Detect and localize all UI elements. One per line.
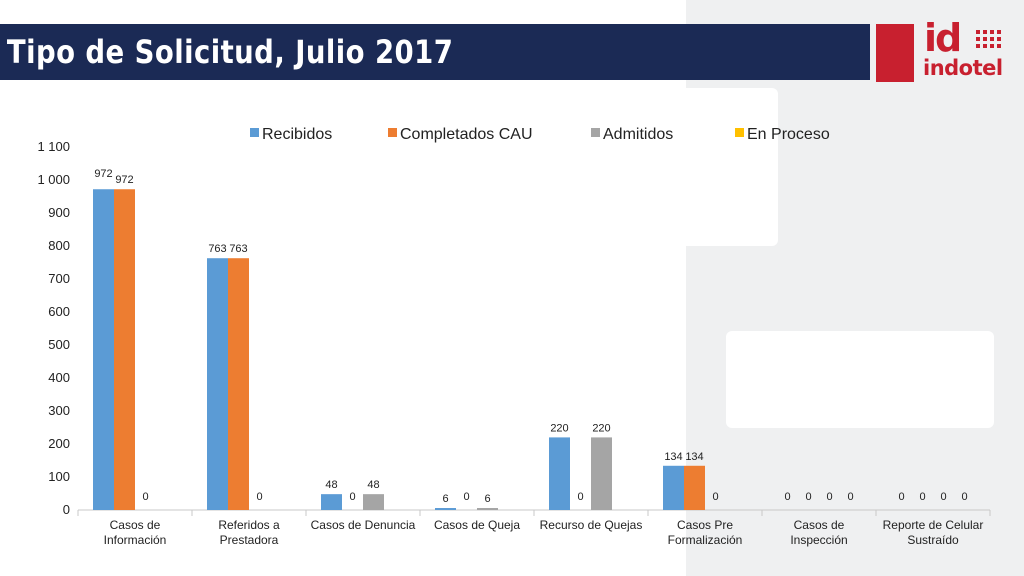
data-label: 0 — [898, 491, 904, 503]
y-tick-label: 1 100 — [37, 139, 70, 154]
title-bar: Tipo de Solicitud, Julio 2017 — [0, 24, 870, 80]
y-tick-label: 700 — [48, 271, 70, 286]
bar — [228, 258, 249, 510]
x-category-label: Referidos a — [218, 518, 280, 532]
y-tick-label: 100 — [48, 469, 70, 484]
bar — [321, 494, 342, 510]
legend-swatch — [250, 128, 259, 137]
bar — [549, 437, 570, 510]
data-label: 220 — [550, 422, 568, 434]
indotel-logo: id indotel — [876, 16, 1016, 86]
x-category-label: Casos de Queja — [434, 518, 520, 532]
logo-square-icon — [876, 24, 914, 82]
x-category-label: Información — [104, 533, 167, 547]
data-label: 48 — [367, 479, 379, 491]
data-label: 0 — [349, 491, 355, 503]
x-category-label: Casos de Denuncia — [311, 518, 416, 532]
background-card — [726, 331, 994, 428]
y-tick-label: 900 — [48, 205, 70, 220]
data-label: 0 — [940, 491, 946, 503]
data-label: 6 — [442, 493, 448, 505]
x-category-label: Reporte de Celular — [883, 518, 984, 532]
data-label: 134 — [664, 451, 682, 463]
x-category-label: Inspección — [790, 533, 847, 547]
y-tick-label: 500 — [48, 337, 70, 352]
y-tick-label: 1 000 — [37, 172, 70, 187]
data-label: 972 — [94, 168, 112, 180]
y-tick-label: 200 — [48, 436, 70, 451]
bar — [591, 437, 612, 510]
x-category-label: Casos de — [110, 518, 161, 532]
bar — [684, 465, 705, 510]
bar — [477, 508, 498, 510]
y-tick-label: 600 — [48, 304, 70, 319]
data-label: 0 — [826, 491, 832, 503]
x-category-label: Prestadora — [220, 533, 279, 547]
y-tick-label: 800 — [48, 238, 70, 253]
bar — [114, 189, 135, 511]
data-label: 0 — [919, 491, 925, 503]
logo-name: indotel — [923, 56, 1003, 80]
data-label: 763 — [208, 243, 226, 255]
data-label: 0 — [463, 491, 469, 503]
bar — [207, 258, 228, 510]
data-label: 0 — [142, 491, 148, 503]
x-category-label: Sustraído — [907, 533, 959, 547]
y-tick-label: 0 — [63, 502, 70, 517]
data-label: 972 — [115, 174, 133, 186]
bar — [435, 508, 456, 510]
y-tick-label: 400 — [48, 370, 70, 385]
data-label: 134 — [685, 451, 703, 463]
legend-swatch — [388, 128, 397, 137]
background-card — [620, 88, 778, 246]
legend-swatch — [735, 128, 744, 137]
data-label: 763 — [229, 243, 247, 255]
data-label: 0 — [256, 491, 262, 503]
page-title: Tipo de Solicitud, Julio 2017 — [6, 33, 454, 71]
bar — [93, 189, 114, 511]
legend-label: Recibidos — [262, 126, 332, 143]
data-label: 48 — [325, 479, 337, 491]
data-label: 0 — [577, 491, 583, 503]
data-label: 0 — [805, 491, 811, 503]
x-category-label: Casos Pre — [677, 518, 733, 532]
legend-label: Admitidos — [603, 126, 673, 143]
x-category-label: Recurso de Quejas — [540, 518, 643, 532]
data-label: 0 — [712, 491, 718, 503]
logo-mark: id — [924, 16, 962, 60]
logo-grid-icon — [976, 30, 1002, 52]
legend-label: Completados CAU — [400, 126, 533, 143]
data-label: 0 — [784, 491, 790, 503]
bar — [363, 494, 384, 510]
data-label: 220 — [592, 422, 610, 434]
data-label: 0 — [847, 491, 853, 503]
legend-swatch — [591, 128, 600, 137]
data-label: 6 — [484, 493, 490, 505]
bar — [663, 465, 684, 510]
legend-label: En Proceso — [747, 126, 830, 143]
y-tick-label: 300 — [48, 403, 70, 418]
x-category-label: Casos de — [794, 518, 845, 532]
data-label: 0 — [961, 491, 967, 503]
x-category-label: Formalización — [668, 533, 743, 547]
